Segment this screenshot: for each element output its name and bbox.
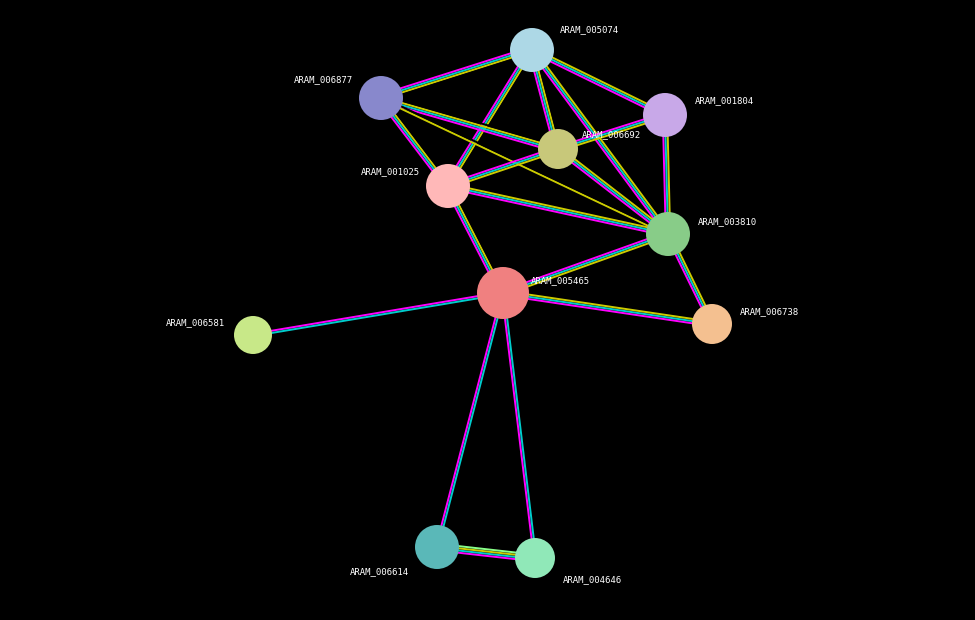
Circle shape — [234, 316, 272, 354]
Text: ARAM_006738: ARAM_006738 — [740, 308, 799, 316]
Circle shape — [692, 304, 732, 344]
Text: ARAM_006877: ARAM_006877 — [293, 76, 353, 84]
Text: ARAM_006692: ARAM_006692 — [582, 130, 642, 140]
Text: ARAM_006614: ARAM_006614 — [350, 567, 409, 577]
Text: ARAM_004646: ARAM_004646 — [563, 575, 622, 585]
Text: ARAM_001025: ARAM_001025 — [361, 167, 420, 177]
Circle shape — [359, 76, 403, 120]
Text: ARAM_005465: ARAM_005465 — [531, 277, 590, 285]
Circle shape — [510, 28, 554, 72]
Circle shape — [426, 164, 470, 208]
Text: ARAM_005074: ARAM_005074 — [560, 25, 619, 35]
Circle shape — [643, 93, 687, 137]
Circle shape — [515, 538, 555, 578]
Text: ARAM_006581: ARAM_006581 — [166, 319, 225, 327]
Text: ARAM_001804: ARAM_001804 — [695, 97, 754, 105]
Circle shape — [538, 129, 578, 169]
Circle shape — [415, 525, 459, 569]
Circle shape — [477, 267, 529, 319]
Circle shape — [646, 212, 690, 256]
Text: ARAM_003810: ARAM_003810 — [698, 218, 758, 226]
